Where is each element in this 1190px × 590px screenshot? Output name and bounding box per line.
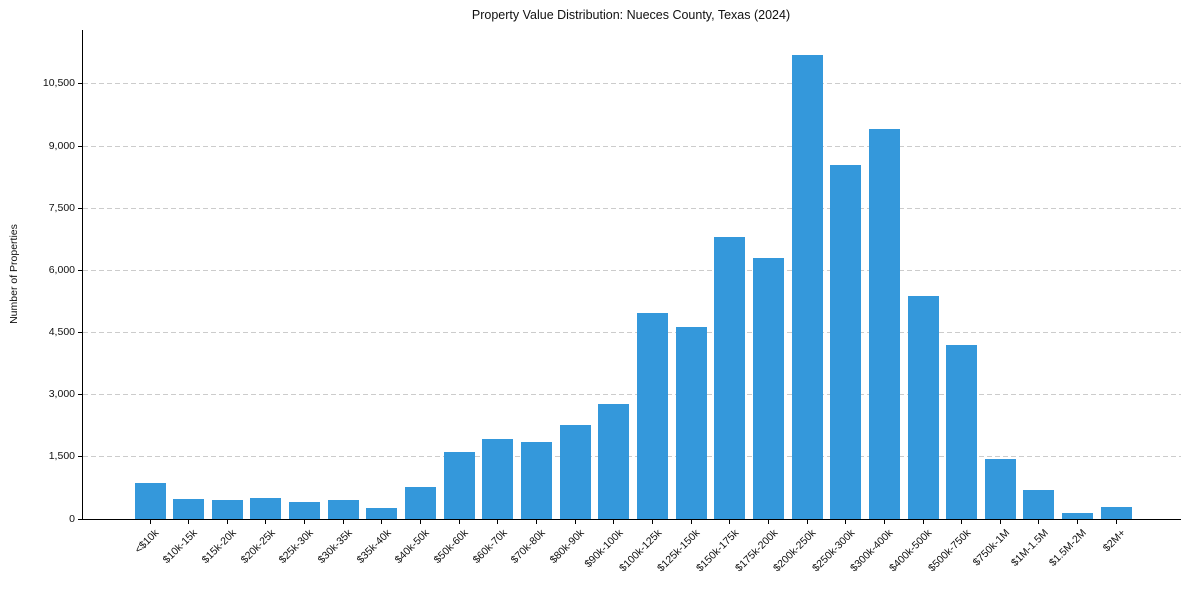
x-tick-mark — [574, 519, 576, 524]
plot-area: 0 1,500 3,000 4,500 6,000 7,500 9,000 10,500 <$1… — [43, 30, 1181, 574]
y-tick-label: 6,000 — [48, 263, 75, 276]
x-tick-mark — [342, 519, 344, 524]
x-tick-label: $30k-35k — [315, 527, 355, 567]
x-tick-mark — [690, 519, 692, 524]
x-tick-label: $10k-15k — [161, 527, 201, 567]
bar — [714, 237, 746, 519]
bar — [791, 54, 823, 519]
x-tick-mark — [1115, 519, 1117, 524]
chart-title: Property Value Distribution: Nueces Coun… — [471, 8, 791, 22]
y-tick-label: 3,000 — [48, 388, 75, 401]
x-tick-mark — [1038, 519, 1040, 524]
x-tick-label: $1M-1.5M — [1008, 527, 1051, 569]
bar — [1062, 513, 1094, 519]
x-tick-label: $25k-30k — [277, 527, 317, 567]
y-tick-label: 7,500 — [48, 201, 75, 214]
y-axis-label: Number of Properties — [8, 224, 20, 324]
x-tick-mark — [536, 519, 537, 524]
x-tick-mark — [1077, 519, 1079, 524]
x-tick-mark — [845, 519, 847, 524]
y-tick-label: 0 — [69, 512, 75, 525]
bar — [405, 486, 437, 519]
x-tick-mark — [999, 519, 1001, 524]
x-tick-label: $2M+ — [1100, 527, 1128, 555]
x-tick-mark — [883, 519, 885, 524]
x-tick-label: $750k-1M — [970, 527, 1012, 569]
x-tick-label: $15k-20k — [199, 527, 239, 567]
x-tick-mark — [304, 519, 306, 524]
x-tick-mark — [149, 519, 151, 524]
x-tick-mark — [226, 519, 228, 524]
x-tick-label: $40k-50k — [393, 527, 433, 567]
y-tick-mark — [78, 394, 83, 396]
y-tick-mark — [78, 269, 83, 271]
x-tick-mark — [651, 519, 653, 524]
y-tick-mark — [78, 332, 83, 334]
x-tick-mark — [420, 519, 422, 524]
y-tick-label: 9,000 — [48, 139, 75, 152]
bar — [946, 345, 978, 519]
x-tick-mark — [961, 519, 963, 524]
gridline — [83, 456, 1181, 458]
x-tick-mark — [922, 519, 924, 524]
x-tick-mark — [767, 519, 769, 524]
bar — [636, 312, 668, 519]
bar — [907, 296, 939, 519]
y-tick-mark — [78, 145, 83, 147]
x-tick-mark — [381, 519, 383, 524]
bar — [675, 327, 707, 519]
y-tick-mark — [78, 518, 83, 520]
bar — [134, 482, 166, 519]
gridline — [83, 83, 1181, 85]
x-tick-mark — [613, 519, 615, 524]
x-tick-mark — [188, 519, 190, 524]
bar — [482, 439, 514, 519]
bar — [173, 498, 205, 519]
y-tick-mark — [78, 83, 83, 85]
gridline — [83, 145, 1181, 147]
x-tick-label: $20k-25k — [238, 527, 278, 567]
x-tick-mark — [729, 519, 731, 524]
bar — [289, 502, 321, 519]
x-tick-label: $1.5M-2M — [1047, 527, 1090, 569]
gridline — [83, 207, 1181, 209]
bar — [1023, 490, 1055, 519]
y-tick-mark — [78, 207, 83, 209]
gridline — [83, 394, 1181, 396]
y-tick-label: 10,500 — [42, 77, 75, 90]
y-tick-label: 1,500 — [48, 450, 75, 463]
bar — [868, 129, 900, 519]
x-tick-label: $70k-80k — [508, 527, 548, 567]
x-tick-label: <$10k — [132, 527, 162, 556]
gridline — [83, 332, 1181, 334]
bar — [521, 441, 552, 519]
bar — [984, 458, 1016, 519]
bar — [327, 500, 359, 519]
x-tick-mark — [458, 519, 460, 524]
x-tick-label: $60k-70k — [470, 527, 510, 567]
bar — [211, 499, 243, 519]
bar — [830, 164, 862, 519]
x-tick-mark — [497, 519, 499, 524]
bar — [250, 498, 282, 519]
y-tick-mark — [78, 456, 83, 458]
x-tick-mark — [806, 519, 808, 524]
bar — [366, 507, 398, 519]
bar — [443, 451, 475, 519]
x-tick-mark — [265, 519, 267, 524]
bar — [559, 425, 591, 519]
gridline — [83, 269, 1181, 271]
bar — [598, 403, 630, 519]
x-tick-label: $35k-40k — [354, 527, 394, 567]
x-tick-label: $50k-60k — [431, 527, 471, 567]
bar — [752, 257, 784, 519]
x-tick-label: $80k-90k — [547, 527, 587, 567]
bar — [1100, 506, 1132, 519]
y-tick-label: 4,500 — [48, 326, 75, 339]
